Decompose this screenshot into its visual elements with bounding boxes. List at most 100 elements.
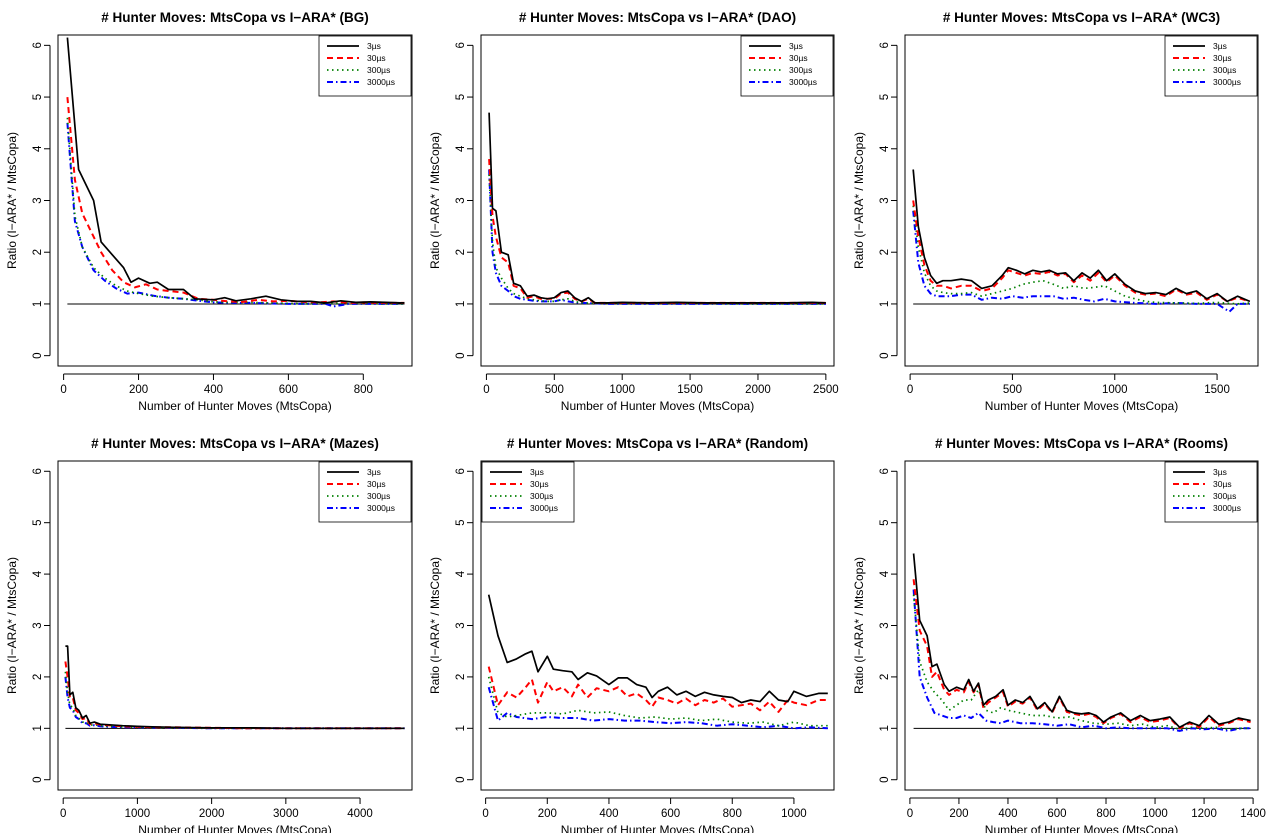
x-tick-label: 0 xyxy=(482,808,488,820)
chart-title: # Hunter Moves: MtsCopa vs I−ARA* (BG) xyxy=(101,10,368,25)
series-line-0 xyxy=(65,645,405,730)
y-tick-label: 5 xyxy=(879,519,891,525)
y-tick-label: 6 xyxy=(879,468,891,474)
series-line-0 xyxy=(912,553,1251,729)
x-tick-label: 2000 xyxy=(199,808,225,820)
y-tick-label: 5 xyxy=(455,94,467,100)
chart-title: # Hunter Moves: MtsCopa vs I−ARA* (Mazes… xyxy=(91,436,379,451)
legend-box xyxy=(481,461,575,523)
y-axis-label: Ratio (I−ARA* / MtsCopa) xyxy=(852,557,866,694)
y-tick-label: 3 xyxy=(455,197,467,203)
x-tick-label: 1500 xyxy=(677,384,703,396)
chart-title: # Hunter Moves: MtsCopa vs I−ARA* (WC3) xyxy=(943,10,1220,25)
series-line-3 xyxy=(488,169,826,305)
x-tick-label: 400 xyxy=(204,384,223,396)
legend-label: 3000µs xyxy=(789,77,817,87)
series-line-3 xyxy=(912,210,1250,313)
y-axis-label: Ratio (I−ARA* / MtsCopa) xyxy=(852,132,866,269)
y-tick-label: 4 xyxy=(879,145,891,152)
x-tick-label: 1500 xyxy=(1204,384,1230,396)
legend-label: 3µs xyxy=(1213,467,1227,477)
legend-label: 3000µs xyxy=(530,503,558,513)
x-tick-label: 0 xyxy=(907,384,913,396)
x-tick-label: 1200 xyxy=(1191,808,1217,820)
series-line-1 xyxy=(912,579,1251,730)
x-tick-label: 400 xyxy=(998,808,1017,820)
chart-panel: # Hunter Moves: MtsCopa vs I−ARA* (BG) 0 2… xyxy=(5,10,413,413)
y-tick-label: 4 xyxy=(455,570,467,577)
legend-label: 300µs xyxy=(367,65,390,75)
x-tick-label: 4000 xyxy=(347,808,373,820)
y-tick-label: 0 xyxy=(879,777,891,783)
series-line-1 xyxy=(64,661,405,730)
y-tick-label: 2 xyxy=(879,674,891,680)
legend-label: 30µs xyxy=(1213,479,1232,489)
chart-panel: # Hunter Moves: MtsCopa vs I−ARA* (DAO) 0… xyxy=(428,10,839,413)
y-axis-label: Ratio (I−ARA* / MtsCopa) xyxy=(5,132,19,269)
y-tick-label: 2 xyxy=(879,249,891,255)
legend-box xyxy=(318,35,412,97)
legend: 3µs 30µs 300µs 3000µs xyxy=(1164,461,1258,523)
y-tick-label: 6 xyxy=(32,468,44,474)
x-tick-label: 200 xyxy=(538,808,557,820)
x-axis-label: Number of Hunter Moves (MtsCopa) xyxy=(985,823,1178,833)
plot-frame xyxy=(480,34,835,367)
y-tick-label: 4 xyxy=(32,145,44,152)
y-tick-label: 6 xyxy=(455,42,467,48)
x-tick-label: 500 xyxy=(545,384,564,396)
x-tick-label: 400 xyxy=(599,808,618,820)
x-tick-label: 1000 xyxy=(1142,808,1168,820)
y-tick-label: 4 xyxy=(455,145,467,152)
series-line-2 xyxy=(488,174,826,305)
x-tick-label: 3000 xyxy=(273,808,299,820)
chart-panel: # Hunter Moves: MtsCopa vs I−ARA* (Rooms… xyxy=(852,436,1266,833)
y-tick-label: 4 xyxy=(879,570,891,577)
y-tick-label: 1 xyxy=(879,301,891,307)
legend-label: 300µs xyxy=(789,65,812,75)
x-axis-label: Number of Hunter Moves (MtsCopa) xyxy=(985,399,1178,413)
legend-label: 30µs xyxy=(367,53,386,63)
x-tick-label: 800 xyxy=(354,384,373,396)
series-line-0 xyxy=(912,169,1251,303)
y-tick-label: 0 xyxy=(455,777,467,783)
chart-panel: # Hunter Moves: MtsCopa vs I−ARA* (Rando… xyxy=(428,436,835,833)
legend-label: 3000µs xyxy=(367,503,395,513)
y-tick-label: 0 xyxy=(32,352,44,358)
legend-label: 30µs xyxy=(367,479,386,489)
legend-label: 3µs xyxy=(789,41,803,51)
y-tick-label: 3 xyxy=(879,622,891,628)
legend-label: 3µs xyxy=(1213,41,1227,51)
x-tick-label: 1000 xyxy=(125,808,151,820)
legend-label: 300µs xyxy=(367,491,390,501)
y-axis-label: Ratio (I−ARA* / MtsCopa) xyxy=(428,132,442,269)
y-tick-label: 3 xyxy=(879,197,891,203)
y-tick-label: 6 xyxy=(32,42,44,48)
series-line-3 xyxy=(66,122,405,308)
legend-label: 300µs xyxy=(1213,65,1236,75)
x-axis-label: Number of Hunter Moves (MtsCopa) xyxy=(561,399,754,413)
x-axis-label: Number of Hunter Moves (MtsCopa) xyxy=(138,823,331,833)
legend: 3µs 30µs 300µs 3000µs xyxy=(1164,35,1258,97)
legend-label: 30µs xyxy=(1213,53,1232,63)
x-tick-label: 2500 xyxy=(813,384,839,396)
legend-label: 300µs xyxy=(530,491,553,501)
y-tick-label: 2 xyxy=(32,674,44,680)
y-tick-label: 1 xyxy=(455,301,467,307)
y-tick-label: 5 xyxy=(32,94,44,100)
legend-label: 30µs xyxy=(789,53,808,63)
y-tick-label: 2 xyxy=(32,249,44,255)
series-line-1 xyxy=(912,200,1251,303)
y-tick-label: 3 xyxy=(32,622,44,628)
legend: 3µs 30µs 300µs 3000µs xyxy=(318,35,412,97)
legend-box xyxy=(740,35,834,97)
legend-label: 3µs xyxy=(530,467,544,477)
chart-title: # Hunter Moves: MtsCopa vs I−ARA* (Rando… xyxy=(507,436,808,451)
plot-frame xyxy=(480,460,835,791)
x-tick-label: 1400 xyxy=(1240,808,1266,820)
y-tick-label: 5 xyxy=(879,94,891,100)
y-tick-label: 1 xyxy=(455,725,467,731)
series-line-1 xyxy=(66,97,405,304)
series-line-2 xyxy=(912,205,1250,305)
x-axis-label: Number of Hunter Moves (MtsCopa) xyxy=(561,823,754,833)
